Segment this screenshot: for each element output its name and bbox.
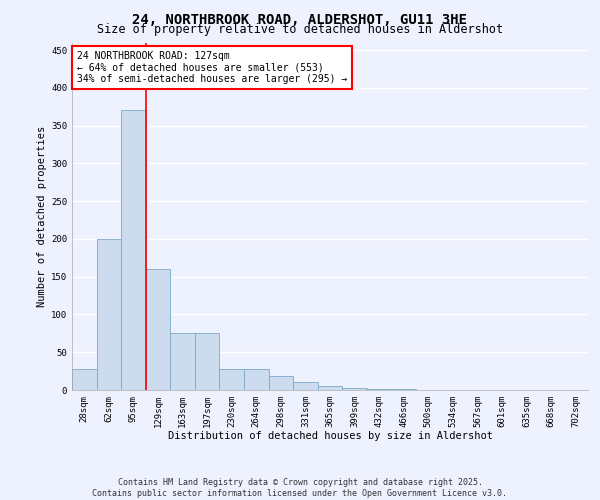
Bar	[293, 382, 318, 390]
Bar	[97, 239, 121, 390]
X-axis label: Distribution of detached houses by size in Aldershot: Distribution of detached houses by size …	[167, 432, 493, 442]
Y-axis label: Number of detached properties: Number of detached properties	[37, 126, 47, 307]
Bar	[342, 388, 367, 390]
Text: Contains HM Land Registry data © Crown copyright and database right 2025.
Contai: Contains HM Land Registry data © Crown c…	[92, 478, 508, 498]
Bar	[121, 110, 146, 390]
Bar	[318, 386, 342, 390]
Bar	[391, 389, 416, 390]
Bar	[170, 334, 195, 390]
Bar	[269, 376, 293, 390]
Text: 24, NORTHBROOK ROAD, ALDERSHOT, GU11 3HE: 24, NORTHBROOK ROAD, ALDERSHOT, GU11 3HE	[133, 12, 467, 26]
Bar	[367, 389, 391, 390]
Bar	[220, 369, 244, 390]
Text: 24 NORTHBROOK ROAD: 127sqm
← 64% of detached houses are smaller (553)
34% of sem: 24 NORTHBROOK ROAD: 127sqm ← 64% of deta…	[77, 51, 347, 84]
Bar	[195, 334, 220, 390]
Text: Size of property relative to detached houses in Aldershot: Size of property relative to detached ho…	[97, 22, 503, 36]
Bar	[244, 369, 269, 390]
Bar	[72, 369, 97, 390]
Bar	[146, 269, 170, 390]
